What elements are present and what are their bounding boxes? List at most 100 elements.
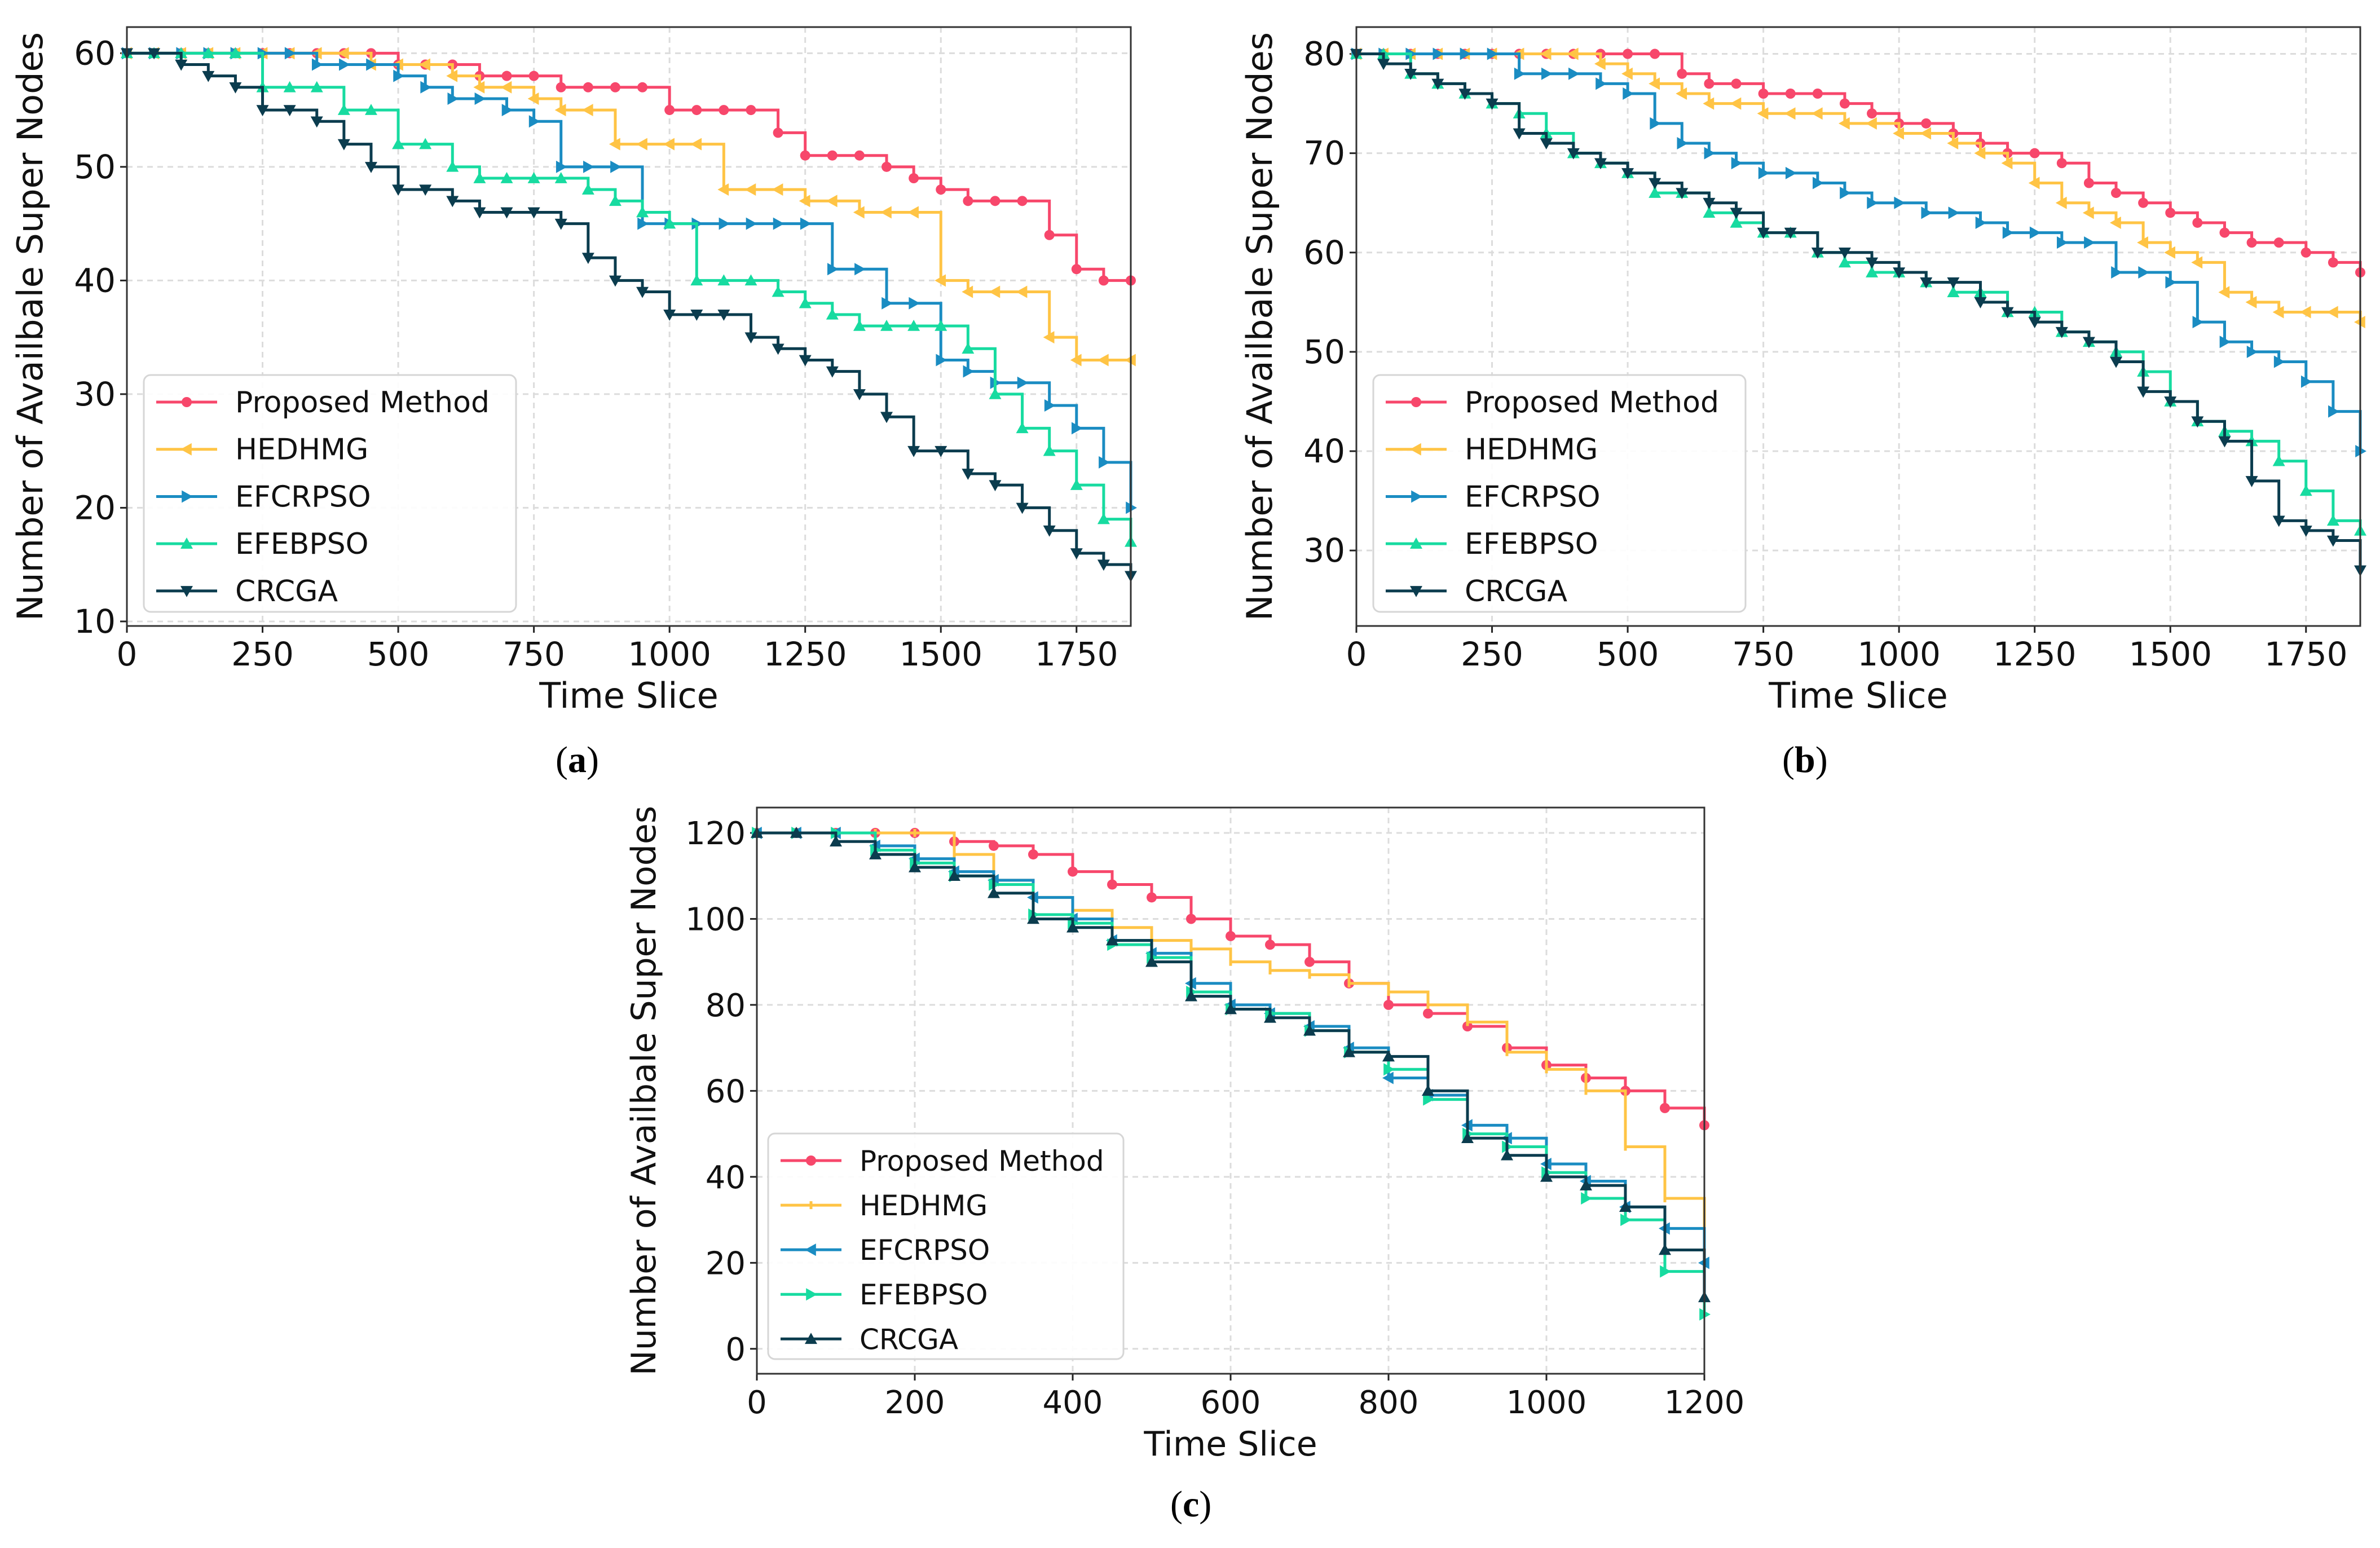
data-point bbox=[948, 870, 960, 881]
data-point bbox=[1486, 98, 1498, 110]
legend-label: CRCGA bbox=[235, 575, 338, 608]
legend-marker bbox=[805, 1243, 816, 1256]
data-point bbox=[1660, 1265, 1671, 1278]
legend-marker bbox=[1410, 443, 1421, 456]
data-point bbox=[2299, 484, 2312, 496]
series-line bbox=[1356, 52, 2362, 323]
data-point bbox=[474, 92, 486, 105]
data-point bbox=[717, 183, 729, 196]
data-point bbox=[636, 138, 647, 151]
data-point bbox=[2272, 515, 2285, 527]
series-crcga bbox=[1350, 48, 2366, 577]
data-point bbox=[420, 81, 432, 94]
chart-b: 0 250 500 750 1000 1250 1500 1750 30 40 50 60 70 80 Ti… bbox=[1239, 26, 2366, 716]
data-point bbox=[989, 480, 1002, 492]
data-point bbox=[554, 104, 566, 117]
data-point bbox=[800, 217, 812, 230]
x-tick-label: 1750 bbox=[2264, 635, 2348, 673]
series-crcga bbox=[121, 48, 1137, 583]
data-point bbox=[2191, 416, 2204, 428]
y-tick-label: 30 bbox=[74, 375, 116, 413]
data-point bbox=[2165, 208, 2176, 218]
legend-label: EFCRPSO bbox=[235, 480, 371, 514]
legend-marker bbox=[1411, 490, 1422, 503]
data-point bbox=[501, 104, 513, 117]
data-point bbox=[990, 196, 1001, 206]
legend-item: HEDHMG bbox=[1386, 433, 1598, 467]
y-tick-label: 20 bbox=[74, 488, 116, 527]
data-point bbox=[1107, 879, 1117, 890]
data-point bbox=[746, 217, 757, 230]
data-point bbox=[446, 160, 459, 172]
data-point bbox=[1784, 227, 1797, 239]
legend-item: EFCRPSO bbox=[781, 1234, 990, 1267]
data-point bbox=[830, 835, 842, 847]
data-point bbox=[2056, 158, 2067, 169]
data-point bbox=[446, 69, 458, 82]
data-point bbox=[1226, 930, 1236, 941]
x-tick-label: 1250 bbox=[1993, 635, 2077, 673]
data-point bbox=[1044, 230, 1055, 240]
data-point bbox=[2055, 196, 2067, 209]
data-point bbox=[337, 47, 349, 60]
data-point bbox=[1382, 1050, 1395, 1062]
data-point bbox=[800, 150, 810, 161]
data-point bbox=[1383, 1063, 1395, 1076]
data-point bbox=[691, 105, 702, 116]
legend-item: EFCRPSO bbox=[1386, 480, 1601, 514]
legend-label: EFCRPSO bbox=[1465, 480, 1601, 514]
data-point bbox=[636, 286, 649, 298]
data-point bbox=[1071, 264, 1082, 275]
x-tick-label: 750 bbox=[1732, 635, 1795, 673]
data-point bbox=[1383, 999, 1394, 1010]
data-point bbox=[1623, 87, 1634, 100]
data-point bbox=[2246, 345, 2258, 358]
data-point bbox=[826, 366, 839, 378]
data-point bbox=[2273, 355, 2285, 368]
data-point bbox=[719, 105, 729, 116]
series-efcrpso bbox=[1351, 47, 2366, 458]
data-point bbox=[962, 285, 973, 298]
data-point bbox=[1377, 59, 1390, 70]
data-point bbox=[1147, 892, 1157, 903]
data-point bbox=[1581, 1192, 1592, 1205]
x-axis-label: Time Slice bbox=[1143, 1424, 1317, 1464]
data-point bbox=[907, 319, 920, 331]
data-point bbox=[1867, 196, 1879, 209]
data-point bbox=[2083, 178, 2094, 188]
data-point bbox=[1098, 275, 1109, 286]
data-point bbox=[1304, 956, 1315, 967]
data-point bbox=[1840, 187, 1851, 200]
data-point bbox=[1785, 166, 1797, 179]
data-point bbox=[1070, 354, 1082, 367]
data-point bbox=[909, 173, 919, 184]
legend-item: CRCGA bbox=[781, 1323, 958, 1356]
legend-label: CRCGA bbox=[1465, 575, 1567, 608]
legend-marker bbox=[182, 490, 193, 503]
data-point bbox=[799, 195, 810, 208]
data-point bbox=[610, 82, 620, 92]
data-point bbox=[1730, 216, 1743, 228]
data-point bbox=[962, 469, 975, 480]
legend: Proposed Method HEDHMG EFCRPSO EFEBPSO CRCGA bbox=[143, 374, 517, 613]
data-point bbox=[1567, 47, 1579, 60]
y-tick-label: 40 bbox=[74, 261, 116, 299]
data-point bbox=[1785, 89, 1796, 99]
data-point bbox=[500, 207, 513, 219]
series-crcga bbox=[751, 826, 1711, 1303]
data-point bbox=[936, 354, 947, 367]
data-point bbox=[1540, 1170, 1553, 1182]
data-point bbox=[962, 342, 975, 354]
data-point bbox=[1186, 914, 1196, 924]
data-point bbox=[1921, 206, 1933, 219]
x-axis-label: Time Slice bbox=[1768, 675, 1947, 716]
data-point bbox=[1540, 138, 1553, 150]
data-point bbox=[2165, 276, 2177, 289]
data-point bbox=[1757, 107, 1769, 120]
x-tick-label: 600 bbox=[1201, 1384, 1261, 1421]
data-point bbox=[869, 848, 882, 859]
legend-label: HEDHMG bbox=[235, 433, 368, 467]
data-point bbox=[2028, 177, 2040, 189]
data-point bbox=[799, 297, 812, 308]
data-point bbox=[609, 275, 622, 287]
